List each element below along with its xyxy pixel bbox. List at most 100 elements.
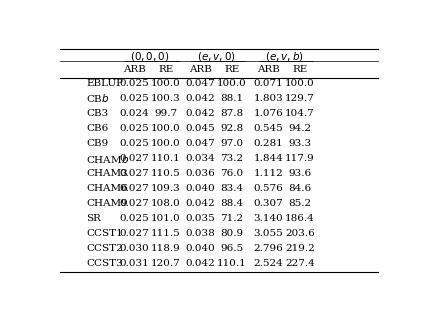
Text: CCST1: CCST1 [86, 229, 123, 238]
Text: 227.4: 227.4 [285, 259, 314, 268]
Text: CB9: CB9 [86, 139, 109, 148]
Text: 0.042: 0.042 [185, 94, 215, 103]
Text: RE: RE [292, 65, 307, 74]
Text: CHAM9: CHAM9 [86, 199, 128, 208]
Text: 203.6: 203.6 [285, 229, 314, 238]
Text: 73.2: 73.2 [220, 154, 243, 163]
Text: ARB: ARB [123, 65, 146, 74]
Text: 0.071: 0.071 [253, 79, 283, 88]
Text: 80.9: 80.9 [220, 229, 243, 238]
Text: 100.3: 100.3 [151, 94, 180, 103]
Text: 111.5: 111.5 [151, 229, 180, 238]
Text: 71.2: 71.2 [220, 214, 243, 223]
Text: 85.2: 85.2 [288, 199, 311, 208]
Text: SR: SR [86, 214, 101, 223]
Text: 0.042: 0.042 [185, 109, 215, 118]
Text: 0.576: 0.576 [253, 184, 283, 193]
Text: 1.844: 1.844 [253, 154, 283, 163]
Text: 0.030: 0.030 [119, 244, 149, 253]
Text: ARB: ARB [256, 65, 279, 74]
Text: 3.140: 3.140 [253, 214, 283, 223]
Text: 100.0: 100.0 [151, 124, 180, 133]
Text: 94.2: 94.2 [288, 124, 311, 133]
Text: RE: RE [158, 65, 173, 74]
Text: 83.4: 83.4 [220, 184, 243, 193]
Text: 88.4: 88.4 [220, 199, 243, 208]
Text: 0.027: 0.027 [119, 169, 149, 178]
Text: 1.076: 1.076 [253, 109, 283, 118]
Text: 0.025: 0.025 [119, 214, 149, 223]
Text: CB6: CB6 [86, 124, 109, 133]
Text: $(e, v, 0)$: $(e, v, 0)$ [196, 50, 235, 63]
Text: 0.027: 0.027 [119, 199, 149, 208]
Text: 100.0: 100.0 [151, 139, 180, 148]
Text: 120.7: 120.7 [151, 259, 180, 268]
Text: 0.281: 0.281 [253, 139, 283, 148]
Text: 110.1: 110.1 [217, 259, 246, 268]
Text: 110.1: 110.1 [151, 154, 180, 163]
Text: 0.025: 0.025 [119, 94, 149, 103]
Text: 93.6: 93.6 [288, 169, 311, 178]
Text: 118.9: 118.9 [151, 244, 180, 253]
Text: 186.4: 186.4 [285, 214, 314, 223]
Text: 97.0: 97.0 [220, 139, 243, 148]
Text: 0.042: 0.042 [185, 259, 215, 268]
Text: 117.9: 117.9 [285, 154, 314, 163]
Text: 1.112: 1.112 [253, 169, 283, 178]
Text: 0.307: 0.307 [253, 199, 283, 208]
Text: 93.3: 93.3 [288, 139, 311, 148]
Text: 104.7: 104.7 [285, 109, 314, 118]
Text: 87.8: 87.8 [220, 109, 243, 118]
Text: 0.040: 0.040 [185, 244, 215, 253]
Text: 2.796: 2.796 [253, 244, 283, 253]
Text: 76.0: 76.0 [220, 169, 243, 178]
Text: RE: RE [224, 65, 239, 74]
Text: CHAM$b$: CHAM$b$ [86, 153, 130, 164]
Text: 1.803: 1.803 [253, 94, 283, 103]
Text: 0.038: 0.038 [185, 229, 215, 238]
Text: 84.6: 84.6 [288, 184, 311, 193]
Text: CCST2: CCST2 [86, 244, 123, 253]
Text: CB3: CB3 [86, 109, 109, 118]
Text: 110.5: 110.5 [151, 169, 180, 178]
Text: 0.047: 0.047 [185, 139, 215, 148]
Text: 0.034: 0.034 [185, 154, 215, 163]
Text: 0.027: 0.027 [119, 184, 149, 193]
Text: CHAM3: CHAM3 [86, 169, 128, 178]
Text: 0.040: 0.040 [185, 184, 215, 193]
Text: 0.027: 0.027 [119, 229, 149, 238]
Text: 100.0: 100.0 [285, 79, 314, 88]
Text: 0.027: 0.027 [119, 154, 149, 163]
Text: 92.8: 92.8 [220, 124, 243, 133]
Text: 0.047: 0.047 [185, 79, 215, 88]
Text: CB$b$: CB$b$ [86, 92, 110, 104]
Text: CCST3: CCST3 [86, 259, 123, 268]
Text: 100.0: 100.0 [217, 79, 246, 88]
Text: 0.036: 0.036 [185, 169, 215, 178]
Text: 0.045: 0.045 [185, 124, 215, 133]
Text: 0.025: 0.025 [119, 139, 149, 148]
Text: 109.3: 109.3 [151, 184, 180, 193]
Text: 0.025: 0.025 [119, 124, 149, 133]
Text: 101.0: 101.0 [151, 214, 180, 223]
Text: 0.031: 0.031 [119, 259, 149, 268]
Text: 100.0: 100.0 [151, 79, 180, 88]
Text: 129.7: 129.7 [285, 94, 314, 103]
Text: 108.0: 108.0 [151, 199, 180, 208]
Text: CHAM6: CHAM6 [86, 184, 128, 193]
Text: ARB: ARB [189, 65, 212, 74]
Text: 0.035: 0.035 [185, 214, 215, 223]
Text: 0.042: 0.042 [185, 199, 215, 208]
Text: $(e, v, b)$: $(e, v, b)$ [264, 50, 303, 63]
Text: 88.1: 88.1 [220, 94, 243, 103]
Text: 96.5: 96.5 [220, 244, 243, 253]
Text: 0.024: 0.024 [119, 109, 149, 118]
Text: $(0, 0, 0)$: $(0, 0, 0)$ [130, 50, 170, 63]
Text: 99.7: 99.7 [154, 109, 177, 118]
Text: 2.524: 2.524 [253, 259, 283, 268]
Text: 3.055: 3.055 [253, 229, 283, 238]
Text: 0.545: 0.545 [253, 124, 283, 133]
Text: 0.025: 0.025 [119, 79, 149, 88]
Text: 219.2: 219.2 [285, 244, 314, 253]
Text: EBLUP: EBLUP [86, 79, 123, 88]
